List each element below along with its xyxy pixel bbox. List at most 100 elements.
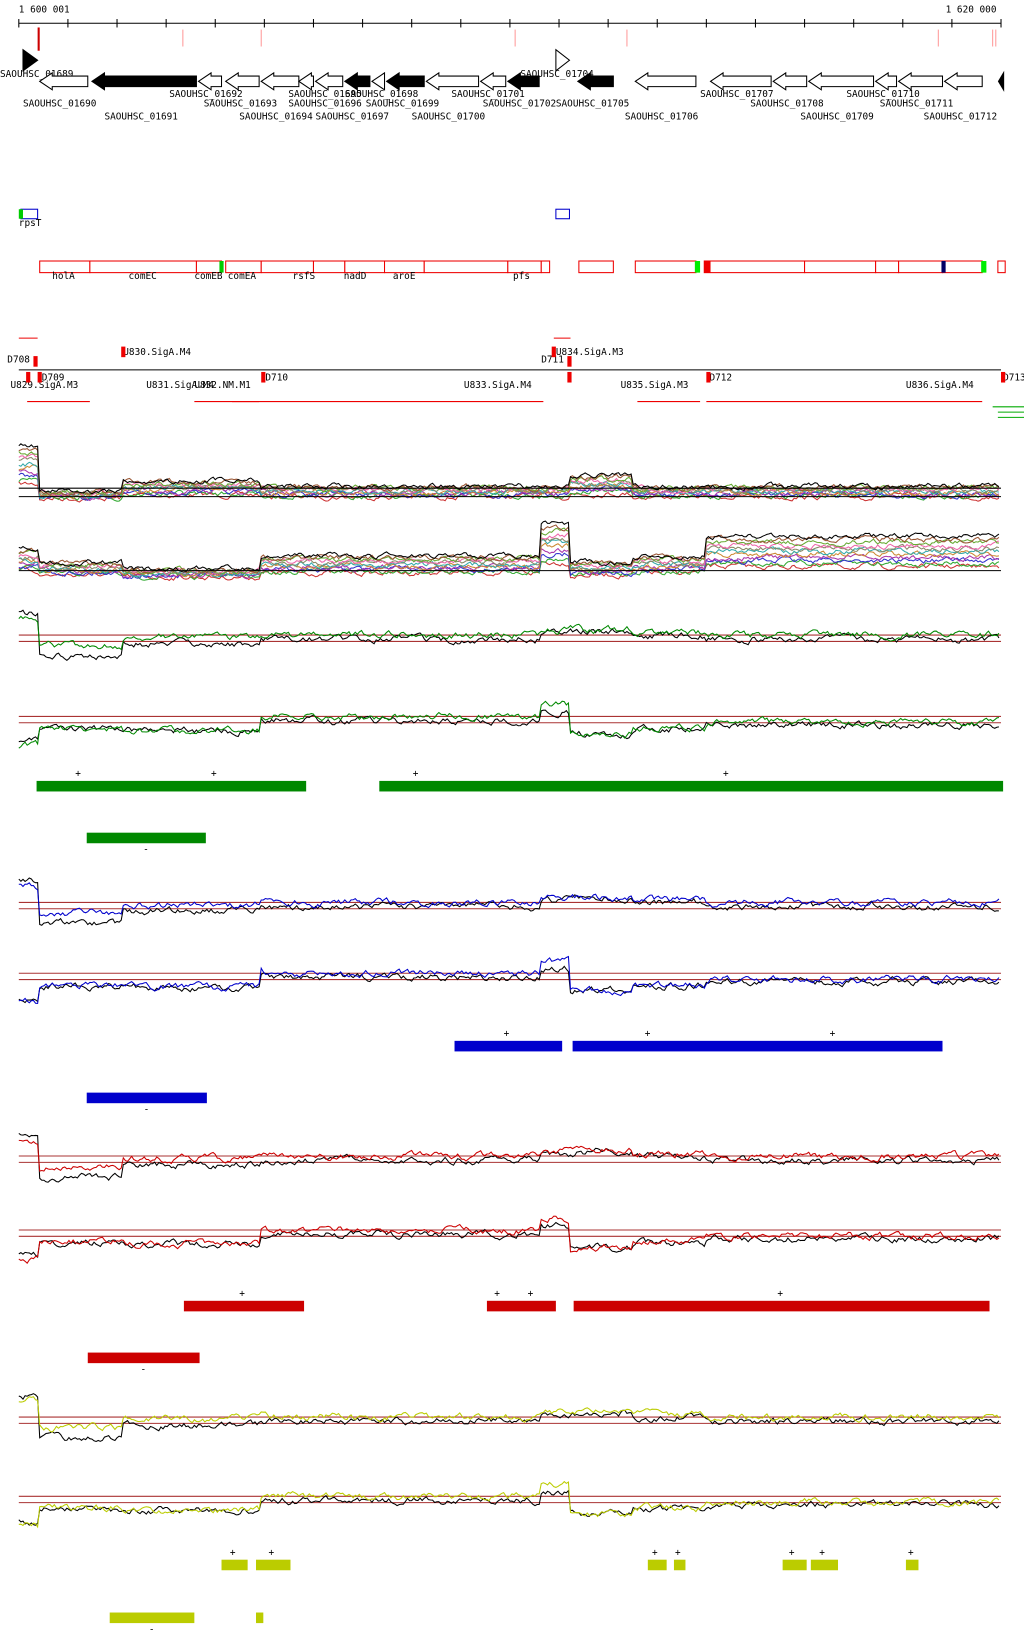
gene-name: aroE	[393, 271, 416, 282]
gene-label: SAOUHSC_01700	[412, 111, 486, 122]
region-marker	[37, 371, 42, 383]
gene-label: SAOUHSC_01699	[366, 99, 440, 110]
gene-arrow	[91, 71, 197, 91]
strand-plus: +	[645, 1029, 651, 1040]
region-label: U836.SigA.M4	[906, 380, 974, 391]
gene-arrow	[997, 70, 1005, 92]
signal-trace	[18, 1132, 1000, 1183]
strand-plus: +	[269, 1547, 275, 1558]
strand-plus: +	[494, 1289, 500, 1300]
region-marker	[26, 371, 31, 383]
gene-arrow	[709, 71, 772, 91]
region-marker	[551, 346, 556, 358]
peak-bar	[109, 1612, 195, 1624]
gene-name: rpsT	[19, 218, 42, 229]
strand-plus: +	[675, 1547, 681, 1558]
gene-label: SAOUHSC_01707	[700, 89, 773, 100]
gene-arrow	[314, 71, 344, 91]
gene-mark	[694, 261, 701, 273]
peak-bar	[647, 1559, 667, 1571]
gene-box	[997, 260, 1006, 274]
peak-bar	[486, 1300, 556, 1312]
signal-trace	[18, 520, 1000, 573]
region-label: D710	[265, 372, 288, 383]
gene-arrow	[576, 71, 614, 91]
signal-trace	[18, 1480, 1000, 1529]
peak-bar	[782, 1559, 807, 1571]
strand-minus: -	[143, 845, 149, 856]
strand-plus: +	[528, 1289, 534, 1300]
gene-mark	[704, 261, 711, 273]
gene-label: SAOUHSC_01704	[520, 69, 594, 80]
peak-bar	[379, 780, 1004, 792]
region-label: D713	[1003, 372, 1024, 383]
peak-bar	[673, 1559, 686, 1571]
gene-label: SAOUHSC_01695	[288, 89, 361, 100]
gene-box	[634, 260, 697, 274]
strand-plus: +	[789, 1547, 795, 1558]
signal-trace	[18, 524, 1000, 575]
gene-arrow	[22, 48, 39, 72]
signal-trace	[18, 700, 1000, 749]
gene-arrow	[425, 71, 480, 91]
strand-plus: +	[777, 1289, 783, 1300]
gene-mark	[981, 261, 987, 273]
ruler-end: 1 620 000	[946, 5, 997, 16]
gene-arrow	[343, 71, 371, 91]
gene-box	[703, 260, 806, 274]
strand-plus: +	[75, 769, 81, 780]
gene-box	[578, 260, 614, 274]
signal-trace	[18, 472, 1000, 501]
gene-label: SAOUHSC_01696	[288, 99, 362, 110]
gene-label: SAOUHSC_01706	[625, 111, 699, 122]
region-label: U832.NM.M1	[194, 380, 251, 391]
peak-bar	[256, 1612, 264, 1624]
region-label: U829.SigA.M3	[10, 380, 78, 391]
gene-name: holA	[52, 271, 75, 282]
peak-bar	[256, 1559, 291, 1571]
gene-box	[555, 208, 570, 220]
strand-plus: +	[413, 769, 419, 780]
gene-arrow	[634, 71, 697, 91]
gene-name: comEA	[228, 271, 257, 282]
region-marker	[261, 371, 266, 383]
strand-plus: +	[723, 769, 729, 780]
gene-name: comEC	[129, 271, 157, 282]
region-label: D709	[42, 372, 65, 383]
gene-name: comEB	[194, 271, 223, 282]
gene-box	[312, 260, 346, 274]
strand-minus: -	[141, 1365, 147, 1376]
gene-label: SAOUHSC_01701	[451, 89, 525, 100]
signal-trace	[18, 463, 1000, 500]
gene-arrow	[371, 71, 386, 91]
gene-label: SAOUHSC_01705	[556, 99, 629, 110]
gene-label: SAOUHSC_01712	[924, 111, 997, 122]
gene-box	[804, 260, 877, 274]
gene-label: SAOUHSC_01690	[23, 99, 97, 110]
gene-arrow	[479, 71, 507, 91]
gene-arrow	[807, 71, 875, 91]
region-label: D712	[709, 372, 732, 383]
signal-trace	[18, 877, 999, 926]
gene-arrow	[874, 71, 898, 91]
peak-bar	[810, 1559, 839, 1571]
gene-arrow	[506, 71, 540, 91]
strand-plus: +	[504, 1029, 510, 1040]
gene-arrow	[555, 48, 571, 72]
gene-arrow	[197, 71, 223, 91]
strand-minus: -	[144, 1105, 150, 1116]
gene-arrow	[772, 71, 808, 91]
signal-trace	[18, 547, 1000, 580]
peak-bar	[87, 1352, 200, 1364]
gene-label: SAOUHSC_01693	[204, 99, 277, 110]
region-label: U835.SigA.M3	[621, 380, 689, 391]
peak-bar	[454, 1040, 563, 1052]
gene-label: SAOUHSC_01689	[0, 69, 74, 80]
signal-trace	[18, 709, 999, 743]
gene-label: SAOUHSC_01702	[483, 99, 556, 110]
gene-arrow	[224, 71, 260, 91]
strand-minus: -	[149, 1625, 155, 1636]
ruler-start: 1 600 001	[19, 5, 70, 16]
signal-trace	[18, 1221, 1000, 1259]
region-label: U831.SigA.M4	[146, 380, 214, 391]
